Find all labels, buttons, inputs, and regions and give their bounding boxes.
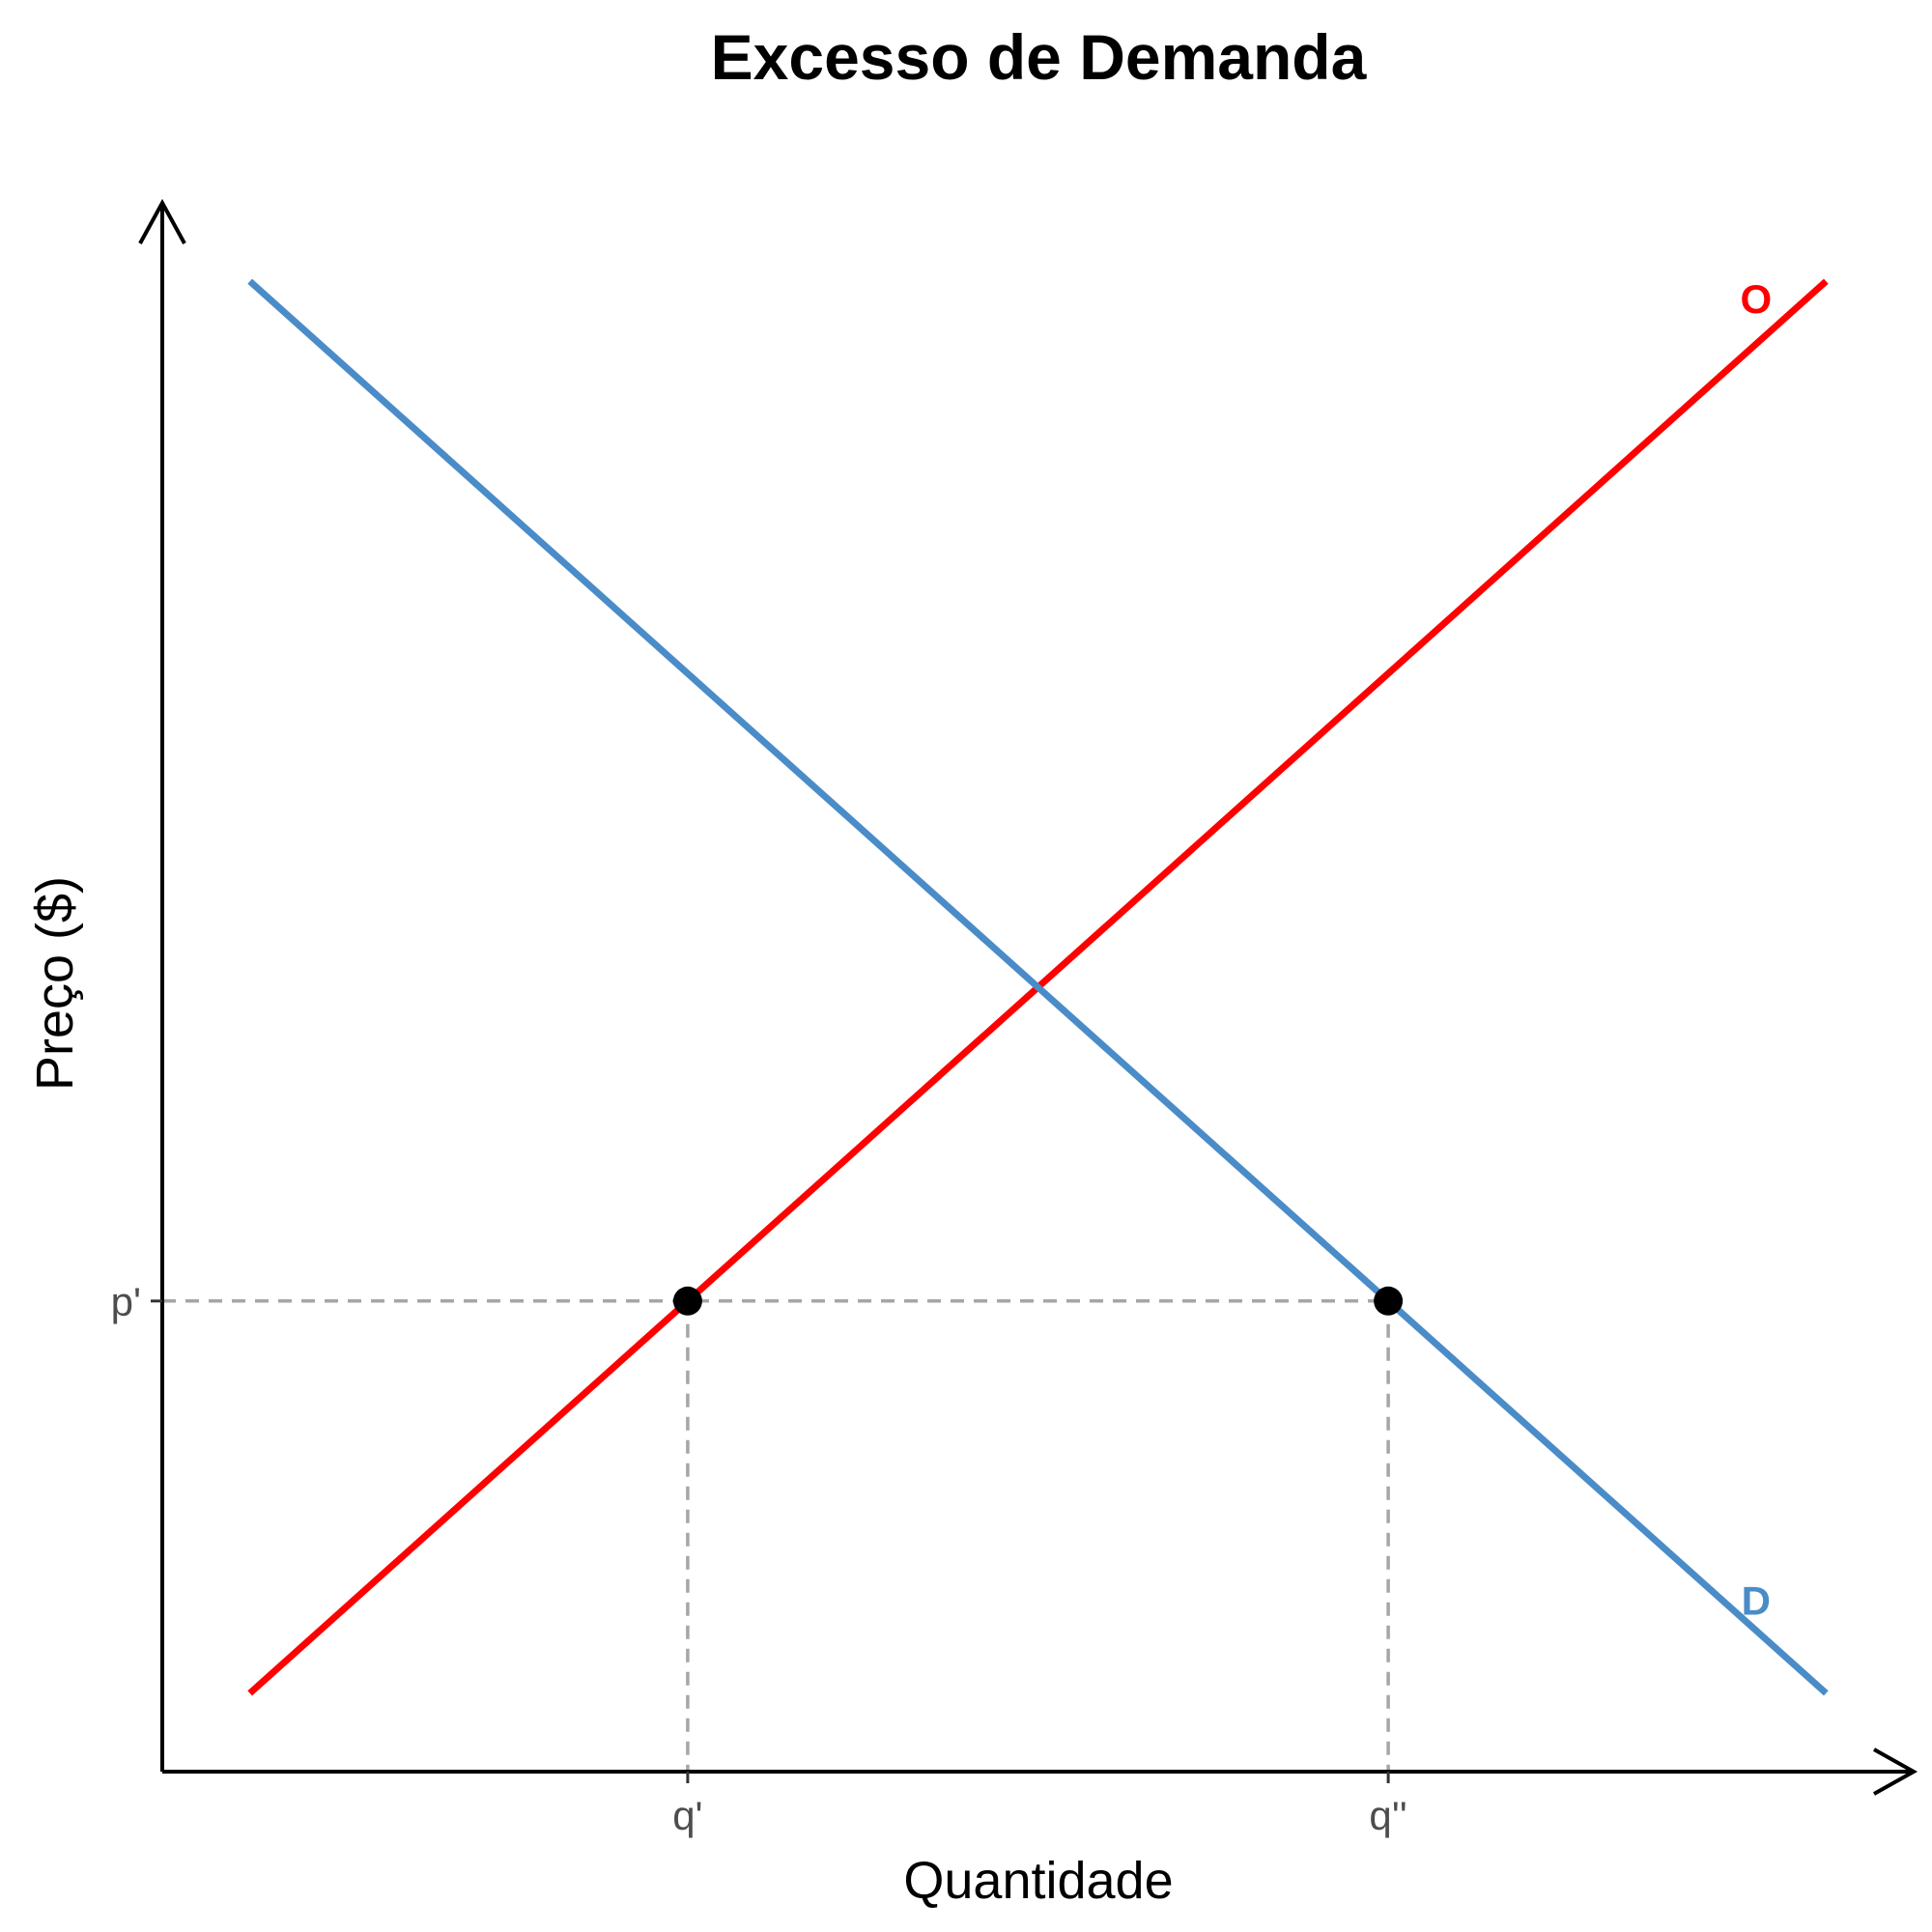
curve-label-o: O (1740, 276, 1772, 322)
series-line-d (247, 278, 1829, 1696)
x-tick-label-1: q' (672, 1793, 702, 1838)
ticks: q' q'' p' (111, 1279, 1407, 1838)
axes (138, 198, 1918, 1796)
curve-label-d: D (1742, 1578, 1771, 1624)
y-tick-label-1: p' (111, 1279, 141, 1324)
y-axis-arrowhead (138, 198, 186, 244)
data-point-2 (1374, 1286, 1404, 1316)
x-axis-title: Quantidade (903, 1852, 1173, 1910)
x-tick-label-2: q'' (1369, 1793, 1406, 1838)
y-axis-title: Preço ($) (26, 876, 84, 1091)
chart-title: Excesso de Demanda (711, 21, 1368, 93)
reference-lines (162, 1299, 1390, 1772)
series-lines (247, 278, 1829, 1696)
x-axis-arrowhead (1873, 1747, 1918, 1796)
data-point-1 (672, 1286, 702, 1316)
point-marks (672, 1286, 1404, 1316)
curve-labels: OD (1740, 276, 1772, 1623)
